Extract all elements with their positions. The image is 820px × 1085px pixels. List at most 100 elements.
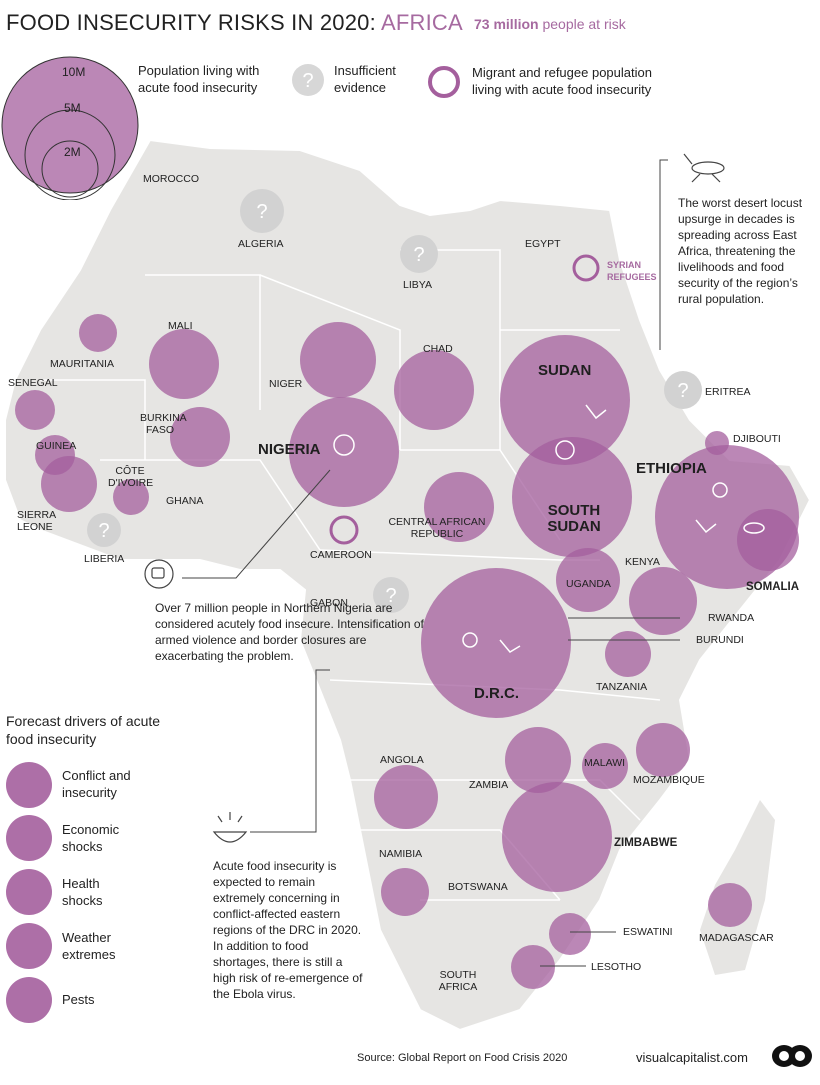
pests-icon	[6, 977, 52, 1023]
driver-conflict-label: Conflict and insecurity	[62, 768, 131, 800]
bubble-chad	[394, 350, 474, 430]
ring-syrian-refugees	[572, 254, 600, 282]
bubble-mauritania	[79, 314, 117, 352]
economic-shock-icon	[6, 815, 52, 861]
label-libya: LIBYA	[403, 279, 432, 291]
label-kenya: KENYA	[625, 556, 660, 568]
svg-text:?: ?	[98, 520, 109, 542]
label-egypt: EGYPT	[525, 238, 561, 250]
label-south-sudan: SOUTH SUDAN	[547, 502, 601, 535]
bubble-south-sudan	[512, 437, 632, 557]
locust-icon	[683, 153, 725, 183]
label-ghana: GHANA	[166, 495, 204, 507]
insufficient-evidence-icon: ?	[292, 64, 324, 96]
locust-leader-line	[659, 159, 668, 350]
label-algeria: ALGERIA	[238, 238, 284, 250]
label-madagascar: MADAGASCAR	[699, 932, 774, 944]
bubble-senegal	[15, 390, 55, 430]
label-mauritania: MAURITANIA	[50, 358, 114, 370]
bubble-mozambique	[636, 723, 690, 777]
label-angola: ANGOLA	[380, 754, 424, 766]
bubble-kenya	[629, 567, 697, 635]
label-eswatini: ESWATINI	[623, 926, 673, 938]
driver-pests-label: Pests	[62, 992, 95, 1007]
svg-text:?: ?	[677, 380, 688, 402]
insufficient-eritrea	[664, 371, 702, 409]
legend-2m: 2M	[64, 145, 81, 159]
label-guinea: GUINEA	[36, 440, 77, 452]
bubble-madagascar	[708, 883, 752, 927]
label-nigeria: NIGERIA	[258, 441, 321, 458]
driver-economic-label: Economic shocks	[62, 822, 120, 854]
insufficient-libya	[400, 235, 438, 273]
bubble-mali	[149, 329, 219, 399]
bubble-nigeria	[289, 397, 399, 507]
drivers-title: Forecast drivers of acute food insecurit…	[6, 713, 161, 747]
insufficient-algeria	[240, 189, 284, 233]
bubble-angola	[374, 765, 438, 829]
label-sierra-leone: SIERRA LEONE	[17, 509, 56, 533]
note-drc: Acute food insecurity is expected to rem…	[213, 859, 363, 1001]
page-title: FOOD INSECURITY RISKS IN 2020: AFRICA	[6, 10, 463, 36]
weather-extremes-icon	[6, 923, 52, 969]
legend-migrant-label: Migrant and refugee population living wi…	[472, 65, 652, 97]
drc-leader-line	[250, 669, 330, 833]
label-syrian-refugees: SYRIAN REFUGEES	[607, 260, 657, 282]
bubble-zimbabwe	[502, 782, 612, 892]
label-uganda: UGANDA	[566, 578, 611, 590]
svg-text:?: ?	[385, 585, 396, 607]
risk-number: 73 million	[474, 16, 539, 32]
bubble-sierra-leone	[41, 456, 97, 512]
label-morocco: MOROCCO	[143, 173, 199, 185]
legend-10m: 10M	[62, 65, 86, 79]
title-main: FOOD INSECURITY RISKS IN 2020:	[6, 10, 382, 35]
title-region: AFRICA	[381, 10, 463, 35]
bubble-somalia	[737, 509, 799, 571]
label-botswana: BOTSWANA	[448, 881, 508, 893]
label-zambia: ZAMBIA	[469, 779, 509, 791]
risk-text: people at risk	[538, 16, 626, 32]
label-mozambique: MOZAMBIQUE	[633, 774, 705, 786]
bubble-niger	[300, 322, 376, 398]
label-somalia: SOMALIA	[746, 581, 800, 593]
bubble-sudan	[500, 335, 630, 465]
label-mali: MALI	[168, 320, 193, 332]
risk-summary: 73 million people at risk	[474, 16, 626, 32]
label-gabon: GABON	[310, 597, 348, 609]
bubble-eswatini	[549, 913, 591, 955]
svg-text:?: ?	[256, 201, 267, 223]
source-text: Source: Global Report on Food Crisis 202…	[357, 1052, 568, 1064]
label-malawi: MALAWI	[584, 757, 626, 769]
label-car: CENTRAL AFRICAN REPUBLIC	[388, 516, 486, 540]
bubble-zambia	[505, 727, 571, 793]
label-ethiopia: ETHIOPIA	[636, 460, 707, 477]
label-liberia: LIBERIA	[84, 553, 125, 565]
health-shock-icon	[6, 869, 52, 915]
insufficient-liberia	[87, 513, 121, 547]
driver-health-label: Health shocks	[62, 876, 103, 908]
fist-icon	[144, 559, 174, 589]
bubble-uganda	[556, 548, 620, 612]
ring-cameroon	[329, 515, 359, 545]
label-niger: NIGER	[269, 378, 303, 390]
bubble-driver-icons	[333, 404, 765, 653]
visual-capitalist-logo	[772, 1045, 812, 1067]
bubble-burkina	[170, 407, 230, 467]
bubble-namibia	[381, 868, 429, 916]
migrant-ring-icon	[428, 66, 460, 98]
brand-link[interactable]: visualcapitalist.com	[636, 1050, 748, 1065]
label-drc: D.R.C.	[474, 685, 519, 702]
legend-insufficient-label: Insufficient evidence	[334, 63, 396, 95]
label-cameroon: CAMEROON	[310, 549, 372, 561]
label-rwanda: RWANDA	[708, 612, 755, 624]
bubble-lesotho	[511, 945, 555, 989]
label-senegal: SENEGAL	[8, 377, 58, 389]
label-namibia: NAMIBIA	[379, 848, 423, 860]
bubble-drc	[421, 568, 571, 718]
note-locust: The worst desert locust upsurge in decad…	[678, 196, 803, 306]
label-chad: CHAD	[423, 343, 453, 355]
label-sudan: SUDAN	[538, 362, 592, 379]
label-south-africa: SOUTH AFRICA	[438, 969, 478, 993]
bubble-tanzania	[605, 631, 651, 677]
